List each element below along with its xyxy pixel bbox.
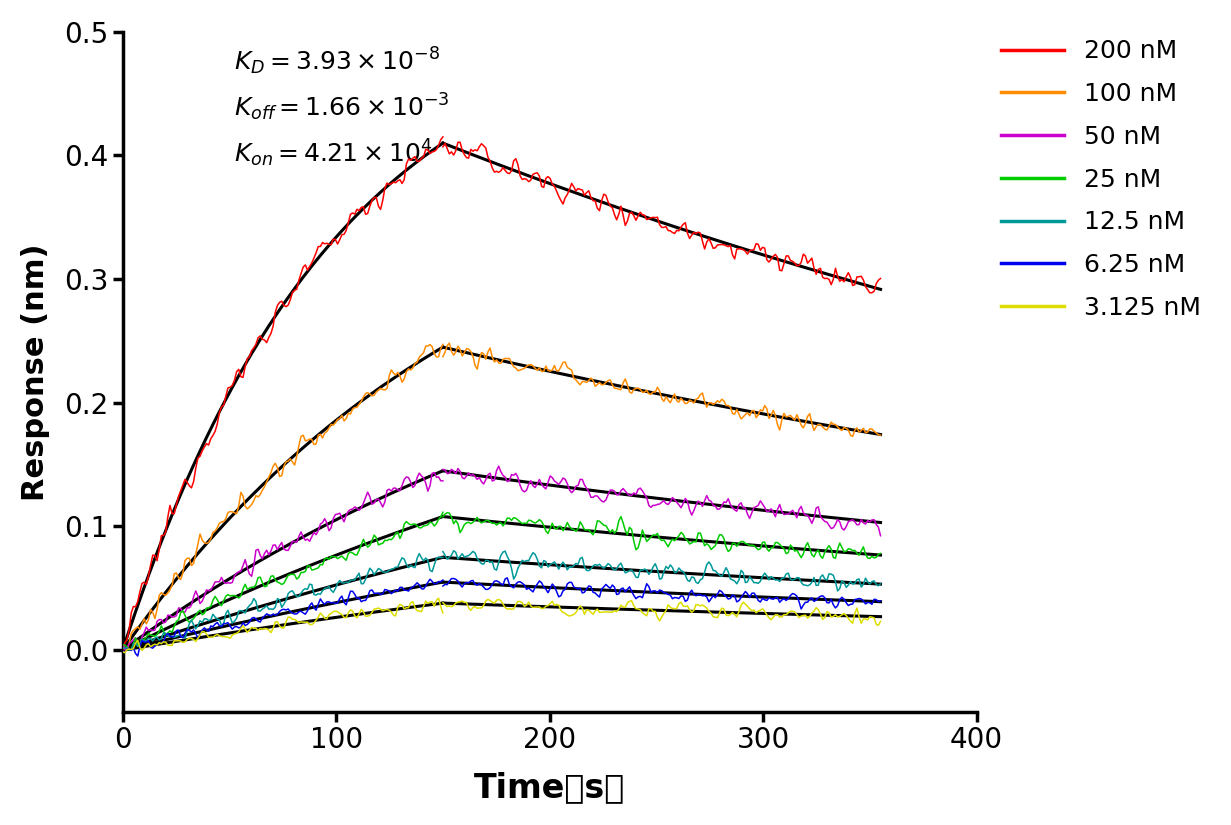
Legend: 200 nM, 100 nM, 50 nM, 25 nM, 12.5 nM, 6.25 nM, 3.125 nM: 200 nM, 100 nM, 50 nM, 25 nM, 12.5 nM, 6… [993,32,1208,328]
X-axis label: Time（s）: Time（s） [474,771,625,804]
Y-axis label: Response (nm): Response (nm) [21,243,49,501]
Text: $K_D=3.93\times10^{-8}$
$K_{off}=1.66\times10^{-3}$
$K_{on}=4.21\times10^{4}$: $K_D=3.93\times10^{-8}$ $K_{off}=1.66\ti… [234,45,449,169]
